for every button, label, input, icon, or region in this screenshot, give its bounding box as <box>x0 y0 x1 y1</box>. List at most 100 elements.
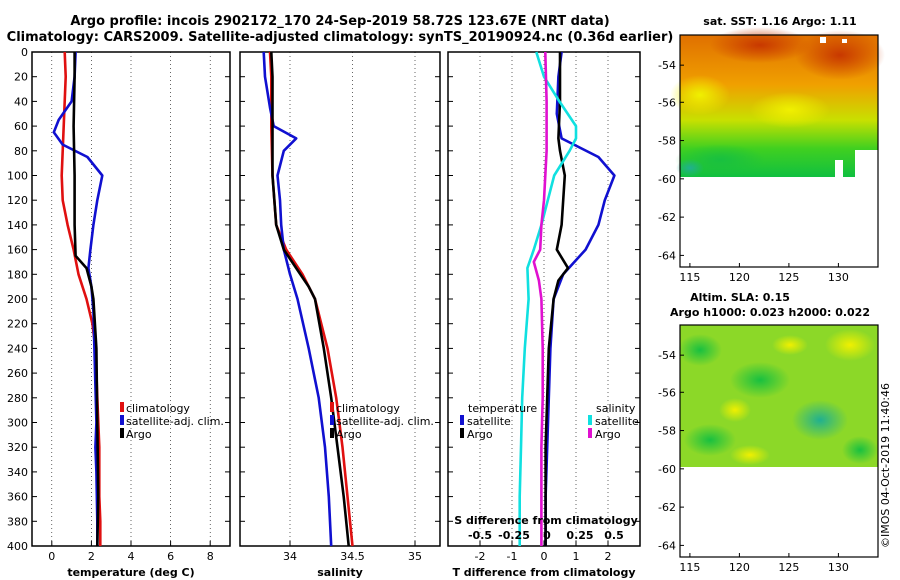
x-tick-label: 2 <box>88 550 95 563</box>
legend-right-title: salinity <box>596 402 636 415</box>
map-y-tick-label: -54 <box>658 349 676 362</box>
y-tick-label: 340 <box>7 466 28 479</box>
secondary-x-tick-label: 0 <box>543 529 551 542</box>
y-tick-label: 0 <box>21 46 28 59</box>
sla-yellow-patch <box>825 329 875 361</box>
x-tick-label: 0 <box>48 550 55 563</box>
series-line-s-argo <box>532 51 548 546</box>
map-x-tick-label: 115 <box>679 561 700 574</box>
series-line-s-satellite <box>518 51 578 546</box>
map-y-tick-label: -60 <box>658 463 676 476</box>
map-x-tick-label: 115 <box>679 271 700 284</box>
sla-green-patch <box>842 436 878 464</box>
series-line-t-argo <box>544 52 570 546</box>
sla-green-patch <box>684 424 736 456</box>
legend-swatch <box>330 415 334 425</box>
legend-label: climatology <box>336 402 400 415</box>
legend-label: Argo <box>126 428 152 441</box>
sst-warm-patch <box>795 30 885 80</box>
title-line-2: Climatology: CARS2009. Satellite-adjuste… <box>7 30 674 45</box>
x-axis-label: T difference from climatology <box>452 566 635 579</box>
y-tick-label: 360 <box>7 491 28 504</box>
legend-label: Argo <box>467 428 493 441</box>
x-tick-label: 8 <box>207 550 214 563</box>
legend-label: satellite <box>467 415 511 428</box>
temperature-panel: 0 2 4 6 802040608010012014016018020022024026… <box>7 46 231 579</box>
y-tick-label: 300 <box>7 417 28 430</box>
sla-map-title: Altim. SLA: 0.15 <box>690 291 790 304</box>
y-tick-label: 180 <box>7 268 28 281</box>
y-tick-label: 400 <box>7 540 28 553</box>
legend-swatch <box>460 428 464 438</box>
legend-swatch <box>588 415 592 425</box>
map-frame <box>679 34 879 268</box>
legend-swatch <box>460 415 464 425</box>
plot-frame <box>31 51 231 547</box>
sla-yellow-patch <box>772 335 808 355</box>
y-tick-label: 140 <box>7 219 28 232</box>
sst-missing-data <box>820 37 826 43</box>
x-tick-label: 35 <box>408 550 422 563</box>
sla-teal-patch <box>792 400 848 440</box>
sla-map <box>678 325 878 467</box>
legend-label: satellite-adj. clim. <box>126 415 224 428</box>
map-x-tick-label: 130 <box>828 561 849 574</box>
legend-label: climatology <box>126 402 190 415</box>
legend-left-title: temperature <box>468 402 537 415</box>
map-y-tick-label: -54 <box>658 59 676 72</box>
sst-map <box>670 27 885 177</box>
secondary-x-tick-label: 0.25 <box>566 529 593 542</box>
y-tick-label: 120 <box>7 194 28 207</box>
secondary-x-axis-label: S difference from climatology <box>454 514 638 527</box>
x-tick-label: 34 <box>283 550 297 563</box>
sst-yellow-patch <box>750 92 830 128</box>
x-tick-label: 1 <box>573 550 580 563</box>
legend-swatch <box>120 428 124 438</box>
salinity-panel: 34 34.5 35 salinity climatologysatellite-adj… <box>239 51 441 579</box>
map-y-tick-label: -62 <box>658 211 676 224</box>
x-axis-label: salinity <box>317 566 363 579</box>
legend-label: satellite-adj. clim. <box>336 415 434 428</box>
map-y-tick-label: -56 <box>658 96 676 109</box>
plot-frame <box>447 51 641 547</box>
secondary-x-tick-label: -0.25 <box>498 529 530 542</box>
secondary-x-tick-label: 0.5 <box>604 529 624 542</box>
sst-missing-data <box>855 150 878 177</box>
series-line-t-satellite <box>544 51 616 546</box>
secondary-x-tick-label: -0.5 <box>468 529 492 542</box>
sla-map-subtitle: Argo h1000: 0.023 h2000: 0.022 <box>670 306 870 319</box>
x-tick-label: 4 <box>128 550 135 563</box>
sst-yellow-patch <box>670 75 730 115</box>
sst-map-title: sat. SST: 1.16 Argo: 1.11 <box>703 15 856 28</box>
y-tick-label: 80 <box>14 145 28 158</box>
x-tick-label: -2 <box>475 550 486 563</box>
y-tick-label: 60 <box>14 120 28 133</box>
y-tick-label: 240 <box>7 342 28 355</box>
x-tick-label: -1 <box>507 550 518 563</box>
series-line-climatology <box>60 51 102 546</box>
title-line-1: Argo profile: incois 2902172_170 24-Sep-… <box>70 14 609 29</box>
series-line-satellite-adj-clim- <box>262 51 333 547</box>
y-tick-label: 260 <box>7 367 28 380</box>
map-y-tick-label: -62 <box>658 501 676 514</box>
sla-green-patch <box>678 334 722 366</box>
y-tick-label: 320 <box>7 441 28 454</box>
x-tick-label: 0 <box>541 550 548 563</box>
sla-green-patch <box>730 362 790 398</box>
x-tick-label: 6 <box>167 550 174 563</box>
y-tick-label: 40 <box>14 95 28 108</box>
y-tick-label: 160 <box>7 244 28 257</box>
y-tick-label: 20 <box>14 71 28 84</box>
legend-swatch <box>120 415 124 425</box>
map-y-tick-label: -60 <box>658 173 676 186</box>
x-axis-label: temperature (deg C) <box>67 566 194 579</box>
x-tick-label: 34.5 <box>340 550 365 563</box>
map-x-tick-label: 120 <box>729 561 750 574</box>
series-line-satellite-adj-clim- <box>52 51 104 546</box>
y-tick-label: 100 <box>7 170 28 183</box>
legend-swatch <box>120 402 124 412</box>
map-no-data-area <box>680 467 878 557</box>
sst-warm-patch <box>710 27 810 63</box>
